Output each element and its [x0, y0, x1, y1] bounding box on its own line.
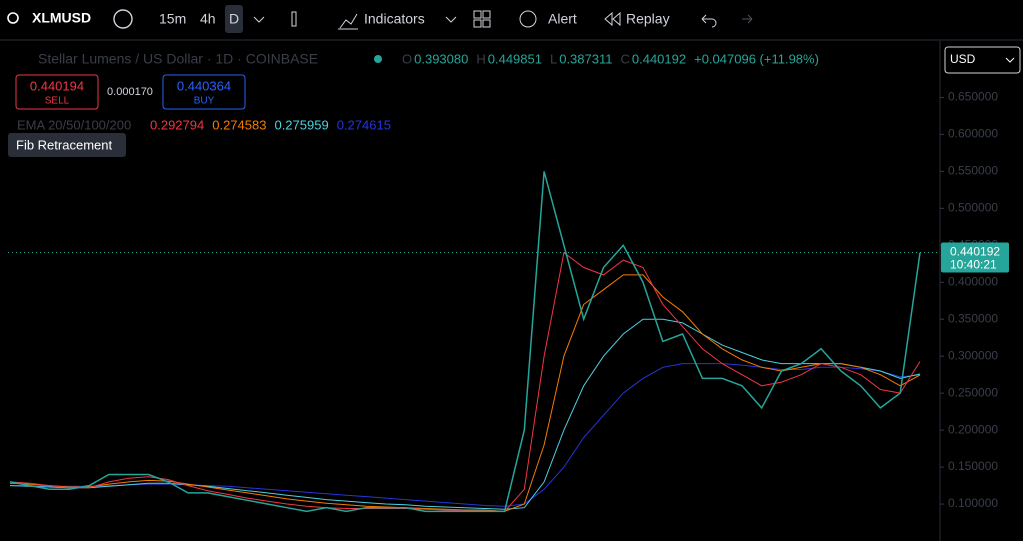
interval-menu[interactable]: [253, 16, 265, 23]
ohlc-key: H: [476, 51, 485, 66]
redo[interactable]: [742, 14, 753, 24]
symbol-title: Stellar Lumens / US Dollar · 1D · COINBA…: [38, 51, 318, 67]
undo[interactable]: [701, 14, 717, 28]
countdown: 10:40:21: [950, 258, 997, 272]
price-line: [9, 171, 921, 513]
tooltip-text: Fib Retracement: [16, 137, 112, 152]
currency-menu[interactable]: [1005, 57, 1015, 63]
y-tick-label: 0.300000: [948, 348, 998, 362]
search-icon[interactable]: [7, 12, 19, 24]
y-tick-label: 0.400000: [948, 274, 998, 288]
ema-line: [9, 274, 921, 512]
interval-active: [225, 5, 243, 33]
symbol[interactable]: XLMUSD: [32, 10, 91, 26]
ohlc-key: L: [550, 51, 557, 66]
tooltip: [8, 133, 126, 157]
interval[interactable]: D: [229, 11, 239, 27]
ohlc-value: 0.387311: [559, 51, 612, 66]
ema-value: 0.275959: [274, 117, 328, 132]
add-symbol[interactable]: [113, 9, 133, 29]
ohlc-value: 0.440192: [632, 51, 686, 66]
y-tick-label: 0.500000: [948, 201, 998, 215]
indicators-menu[interactable]: [445, 16, 457, 23]
ema-value: 0.274583: [212, 117, 266, 132]
replay-icon[interactable]: [604, 11, 621, 27]
layout-icon[interactable]: [473, 10, 491, 28]
buy-label: BUY: [194, 96, 215, 107]
chart-type-icon[interactable]: [291, 11, 297, 27]
alert-icon[interactable]: [519, 10, 537, 28]
ema-value: 0.292794: [150, 117, 204, 132]
ema-values: 0.292794 0.274583 0.275959 0.274615: [150, 117, 391, 132]
y-tick-label: 0.650000: [948, 90, 998, 104]
sell-box[interactable]: [15, 74, 99, 110]
y-tick-label: 0.350000: [948, 311, 998, 325]
ohlc-value: 0.449851: [488, 51, 542, 66]
buy-box[interactable]: [162, 74, 246, 110]
last-price: 0.440192: [950, 245, 1000, 259]
ohlc-key: O: [402, 51, 412, 66]
sell-label: SELL: [45, 96, 70, 107]
indicators-button[interactable]: Indicators: [364, 11, 425, 27]
y-tick-label: 0.100000: [948, 496, 998, 510]
spread: 0.000170: [107, 86, 153, 98]
ohlc-legend: O 0.393080 H 0.449851 L 0.387311 C 0.440192 +0.0…: [402, 51, 819, 66]
ema-value: 0.274615: [337, 117, 391, 132]
currency: USD: [950, 52, 976, 66]
market-status: [374, 55, 382, 63]
interval[interactable]: 15m: [159, 11, 186, 27]
ohlc-value: 0.393080: [414, 51, 468, 66]
ohlc-key: C: [620, 51, 629, 66]
sell-price: 0.440194: [30, 78, 84, 93]
ohlc-value: +0.047096 (+11.98%): [694, 51, 819, 66]
y-tick-label: 0.600000: [948, 127, 998, 141]
y-tick-label: 0.200000: [948, 422, 998, 436]
y-tick-label: 0.250000: [948, 385, 998, 399]
indicators-icon[interactable]: [338, 13, 358, 30]
y-tick-label: 0.150000: [948, 459, 998, 473]
y-tick-label: 0.550000: [948, 164, 998, 178]
ema-label: EMA 20/50/100/200: [17, 117, 131, 132]
alert-button[interactable]: Alert: [548, 11, 577, 27]
ema-line: [9, 318, 921, 510]
buy-price: 0.440364: [177, 78, 231, 93]
replay-button[interactable]: Replay: [626, 11, 670, 27]
interval[interactable]: 4h: [200, 11, 216, 27]
last-price-tag: [941, 242, 1009, 273]
currency-select[interactable]: [944, 46, 1021, 74]
